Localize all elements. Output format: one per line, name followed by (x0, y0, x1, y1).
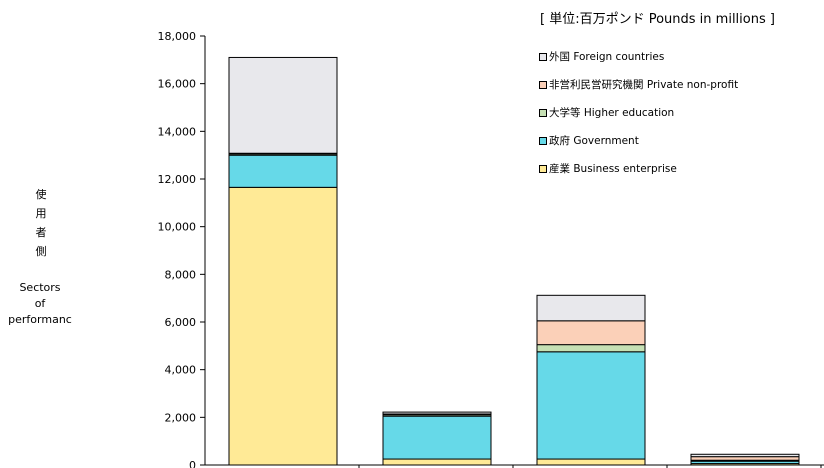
legend: 外国 Foreign countries 非営利民営研究機関 Private n… (539, 49, 738, 189)
y-tick-label: 16,000 (158, 78, 197, 91)
legend-label-government: 政府 Government (549, 135, 639, 147)
bar-segment-business (536, 458, 646, 466)
legend-label-business: 産業 Business enterprise (549, 163, 677, 175)
y-tick-label: 2,000 (165, 411, 197, 424)
bar-segment-government (228, 154, 338, 188)
y-axis-label-line-3: performanc (8, 313, 72, 326)
legend-label-private-non-profit: 非営利民営研究機関 Private non-profit (549, 79, 739, 91)
legend-swatch-business (539, 165, 547, 173)
bar-segment-private-non-profit (536, 320, 646, 346)
bar-segment-foreign (382, 411, 492, 415)
bar-segment-business (382, 458, 492, 466)
y-tick-label: 14,000 (158, 125, 197, 138)
legend-item-business: 産業 Business enterprise (539, 161, 738, 189)
legend-item-private-non-profit: 非営利民営研究機関 Private non-profit (539, 77, 738, 105)
bar-segment-foreign (690, 453, 800, 458)
legend-swatch-higher-education (539, 109, 547, 117)
bar-segment-foreign (228, 56, 338, 154)
bar-segment-government (536, 351, 646, 460)
unit-label: [ 単位:百万ポンド Pounds in millions ] (540, 12, 775, 27)
legend-swatch-foreign (539, 53, 547, 61)
y-tick-label: 8,000 (165, 268, 197, 281)
y-tick-label: 12,000 (158, 173, 197, 186)
bar-segment-business (228, 186, 338, 466)
y-tick-label: 4,000 (165, 364, 197, 377)
legend-swatch-government (539, 137, 547, 145)
y-axis-label-english: Sectors of performanc (2, 280, 78, 328)
y-axis-label-japanese: 使用者側 (35, 188, 47, 258)
legend-item-government: 政府 Government (539, 133, 738, 161)
y-tick-label: 10,000 (158, 221, 197, 234)
y-axis-label-line-2: of (34, 297, 46, 310)
bar-segment-private-non-profit (690, 456, 800, 461)
legend-item-foreign: 外国 Foreign countries (539, 49, 738, 77)
legend-swatch-private-non-profit (539, 81, 547, 89)
y-axis-label-line-1: Sectors (19, 281, 61, 294)
legend-label-foreign: 外国 Foreign countries (549, 51, 665, 63)
legend-item-higher-education: 大学等 Higher education (539, 105, 738, 133)
y-tick-label: 0 (189, 459, 196, 468)
bar-segment-foreign (536, 294, 646, 322)
y-tick-label: 6,000 (165, 316, 197, 329)
bar-segment-government (382, 415, 492, 460)
y-tick-label: 18,000 (158, 30, 197, 43)
bar-segment-higher-education (536, 344, 646, 353)
legend-label-higher-education: 大学等 Higher education (549, 107, 675, 119)
